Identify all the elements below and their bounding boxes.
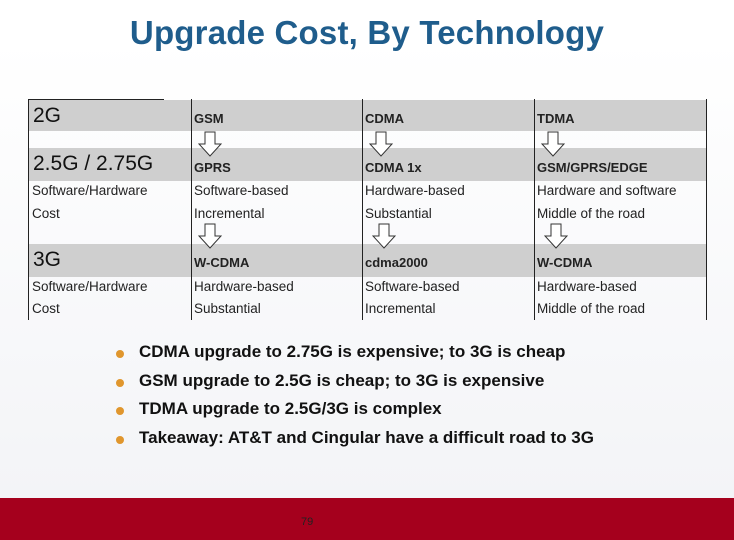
down-arrow-icon (198, 131, 222, 157)
row-stripe-3g (28, 244, 707, 277)
bullet-dot-icon (116, 407, 124, 416)
cell-2g-gsm: GSM (194, 111, 224, 126)
row-label-software-hardware: Software/Hardware (32, 279, 148, 294)
table-cell: Hardware-based (537, 279, 637, 294)
bullet-text: TDMA upgrade to 2.5G/3G is complex (139, 399, 442, 419)
table-cell: Hardware-based (194, 279, 294, 294)
list-item: Takeaway: AT&T and Cingular have a diffi… (113, 428, 594, 457)
cell-2g-cdma: CDMA (365, 111, 404, 126)
table-cell: Middle of the road (537, 301, 646, 316)
table-cell: Substantial (194, 301, 261, 316)
table-cell: Software-based (194, 183, 289, 198)
table-divider-2 (362, 99, 363, 320)
bullet-text: GSM upgrade to 2.5G is cheap; to 3G is e… (139, 370, 545, 390)
cell-2-5g-cdma1x: CDMA 1x (365, 160, 422, 175)
table-divider-1 (191, 99, 192, 320)
row-stripe-2-5g (28, 148, 707, 181)
table-cell: Hardware-based (365, 183, 465, 198)
row-label-cost: Cost (32, 301, 60, 316)
row-label-software-hardware: Software/Hardware (32, 183, 148, 198)
slide-title: Upgrade Cost, By Technology (129, 14, 605, 51)
page-number: 79 (301, 516, 314, 528)
footer-bar (0, 498, 734, 540)
down-arrow-icon (544, 223, 568, 249)
table-cell: Middle of the road (537, 206, 646, 221)
down-arrow-icon (372, 223, 396, 249)
down-arrow-icon (198, 223, 222, 249)
row-label-2-5g: 2.5G / 2.75G (33, 152, 154, 175)
cell-2g-tdma: TDMA (537, 111, 575, 126)
cell-3g-wcdma: W-CDMA (194, 255, 250, 270)
row-label-3g: 3G (33, 248, 62, 271)
cell-2-5g-edge: GSM/GPRS/EDGE (537, 160, 648, 175)
down-arrow-icon (369, 131, 393, 157)
table-divider-3 (534, 99, 535, 320)
bullet-dot-icon (116, 378, 124, 387)
bullet-text: Takeaway: AT&T and Cingular have a diffi… (139, 427, 594, 447)
table-cell: Incremental (365, 301, 436, 316)
bullet-dot-icon (116, 435, 124, 444)
row-label-2g: 2G (33, 104, 62, 127)
table-border-left (28, 99, 29, 320)
bullet-list: CDMA upgrade to 2.75G is expensive; to 3… (113, 342, 594, 456)
down-arrow-icon (541, 131, 565, 157)
bullet-text: CDMA upgrade to 2.75G is expensive; to 3… (139, 342, 566, 361)
table-top-border (28, 99, 164, 100)
table-cell: Hardware and software (537, 183, 677, 198)
table-cell: Incremental (194, 206, 265, 221)
list-item: CDMA upgrade to 2.75G is expensive; to 3… (113, 342, 594, 371)
cell-3g-cdma2000: cdma2000 (365, 255, 428, 270)
table-cell: Substantial (365, 206, 432, 221)
row-label-cost: Cost (32, 206, 60, 221)
comparison-table: 2G GSM CDMA TDMA 2.5G / 2.75G GPRS CDMA … (28, 99, 707, 321)
row-stripe-2g (28, 100, 707, 131)
table-border-right (706, 99, 707, 320)
bullet-dot-icon (116, 350, 124, 358)
table-cell: Software-based (365, 279, 460, 294)
list-item: TDMA upgrade to 2.5G/3G is complex (113, 399, 594, 428)
list-item: GSM upgrade to 2.5G is cheap; to 3G is e… (113, 371, 594, 400)
cell-3g-wcdma-tdma: W-CDMA (537, 255, 593, 270)
cell-2-5g-gprs: GPRS (194, 160, 231, 175)
